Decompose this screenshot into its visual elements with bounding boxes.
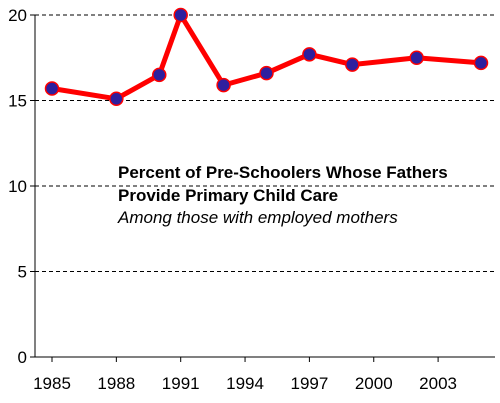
axes (30, 14, 495, 362)
x-tick-label-1988: 1988 (97, 374, 135, 393)
gridlines (35, 14, 495, 272)
data-point-1988 (109, 91, 124, 107)
x-tick-label-1997: 1997 (290, 374, 328, 393)
data-point-2005 (473, 55, 489, 71)
x-tick-label-1991: 1991 (162, 374, 200, 393)
y-tick-label-5: 5 (18, 263, 27, 282)
y-tick-label-0: 0 (18, 348, 27, 367)
x-tick-label-2000: 2000 (355, 374, 393, 393)
annotation-title-line-2: Provide Primary Child Care (118, 186, 338, 205)
data-point-1995 (259, 65, 274, 81)
data-point-1990 (152, 67, 167, 83)
y-tick-label-15: 15 (8, 92, 27, 111)
y-tick-labels: 0 5 10 15 20 (8, 6, 27, 367)
data-point-1997 (302, 47, 317, 62)
y-tick-label-20: 20 (8, 6, 27, 25)
y-tick-label-10: 10 (8, 177, 27, 196)
annotation-subtitle: Among those with employed mothers (117, 208, 398, 227)
data-point-1991 (173, 7, 188, 23)
data-point-1993 (216, 77, 231, 93)
data-point-1999 (345, 57, 360, 72)
series-line-0 (51, 9, 482, 102)
chart-annotation: Percent of Pre-Schoolers Whose Fathers P… (117, 163, 448, 227)
data-point-2002 (409, 50, 424, 65)
annotation-title-line-1: Percent of Pre-Schoolers Whose Fathers (118, 163, 448, 182)
series (44, 7, 489, 107)
x-tick-label-1985: 1985 (33, 374, 71, 393)
x-tick-labels: 1985 1988 1991 1994 1997 2000 2003 (33, 374, 457, 393)
data-point-1985 (44, 81, 60, 96)
x-tick-label-1994: 1994 (226, 374, 264, 393)
x-tick-label-2003: 2003 (419, 374, 457, 393)
